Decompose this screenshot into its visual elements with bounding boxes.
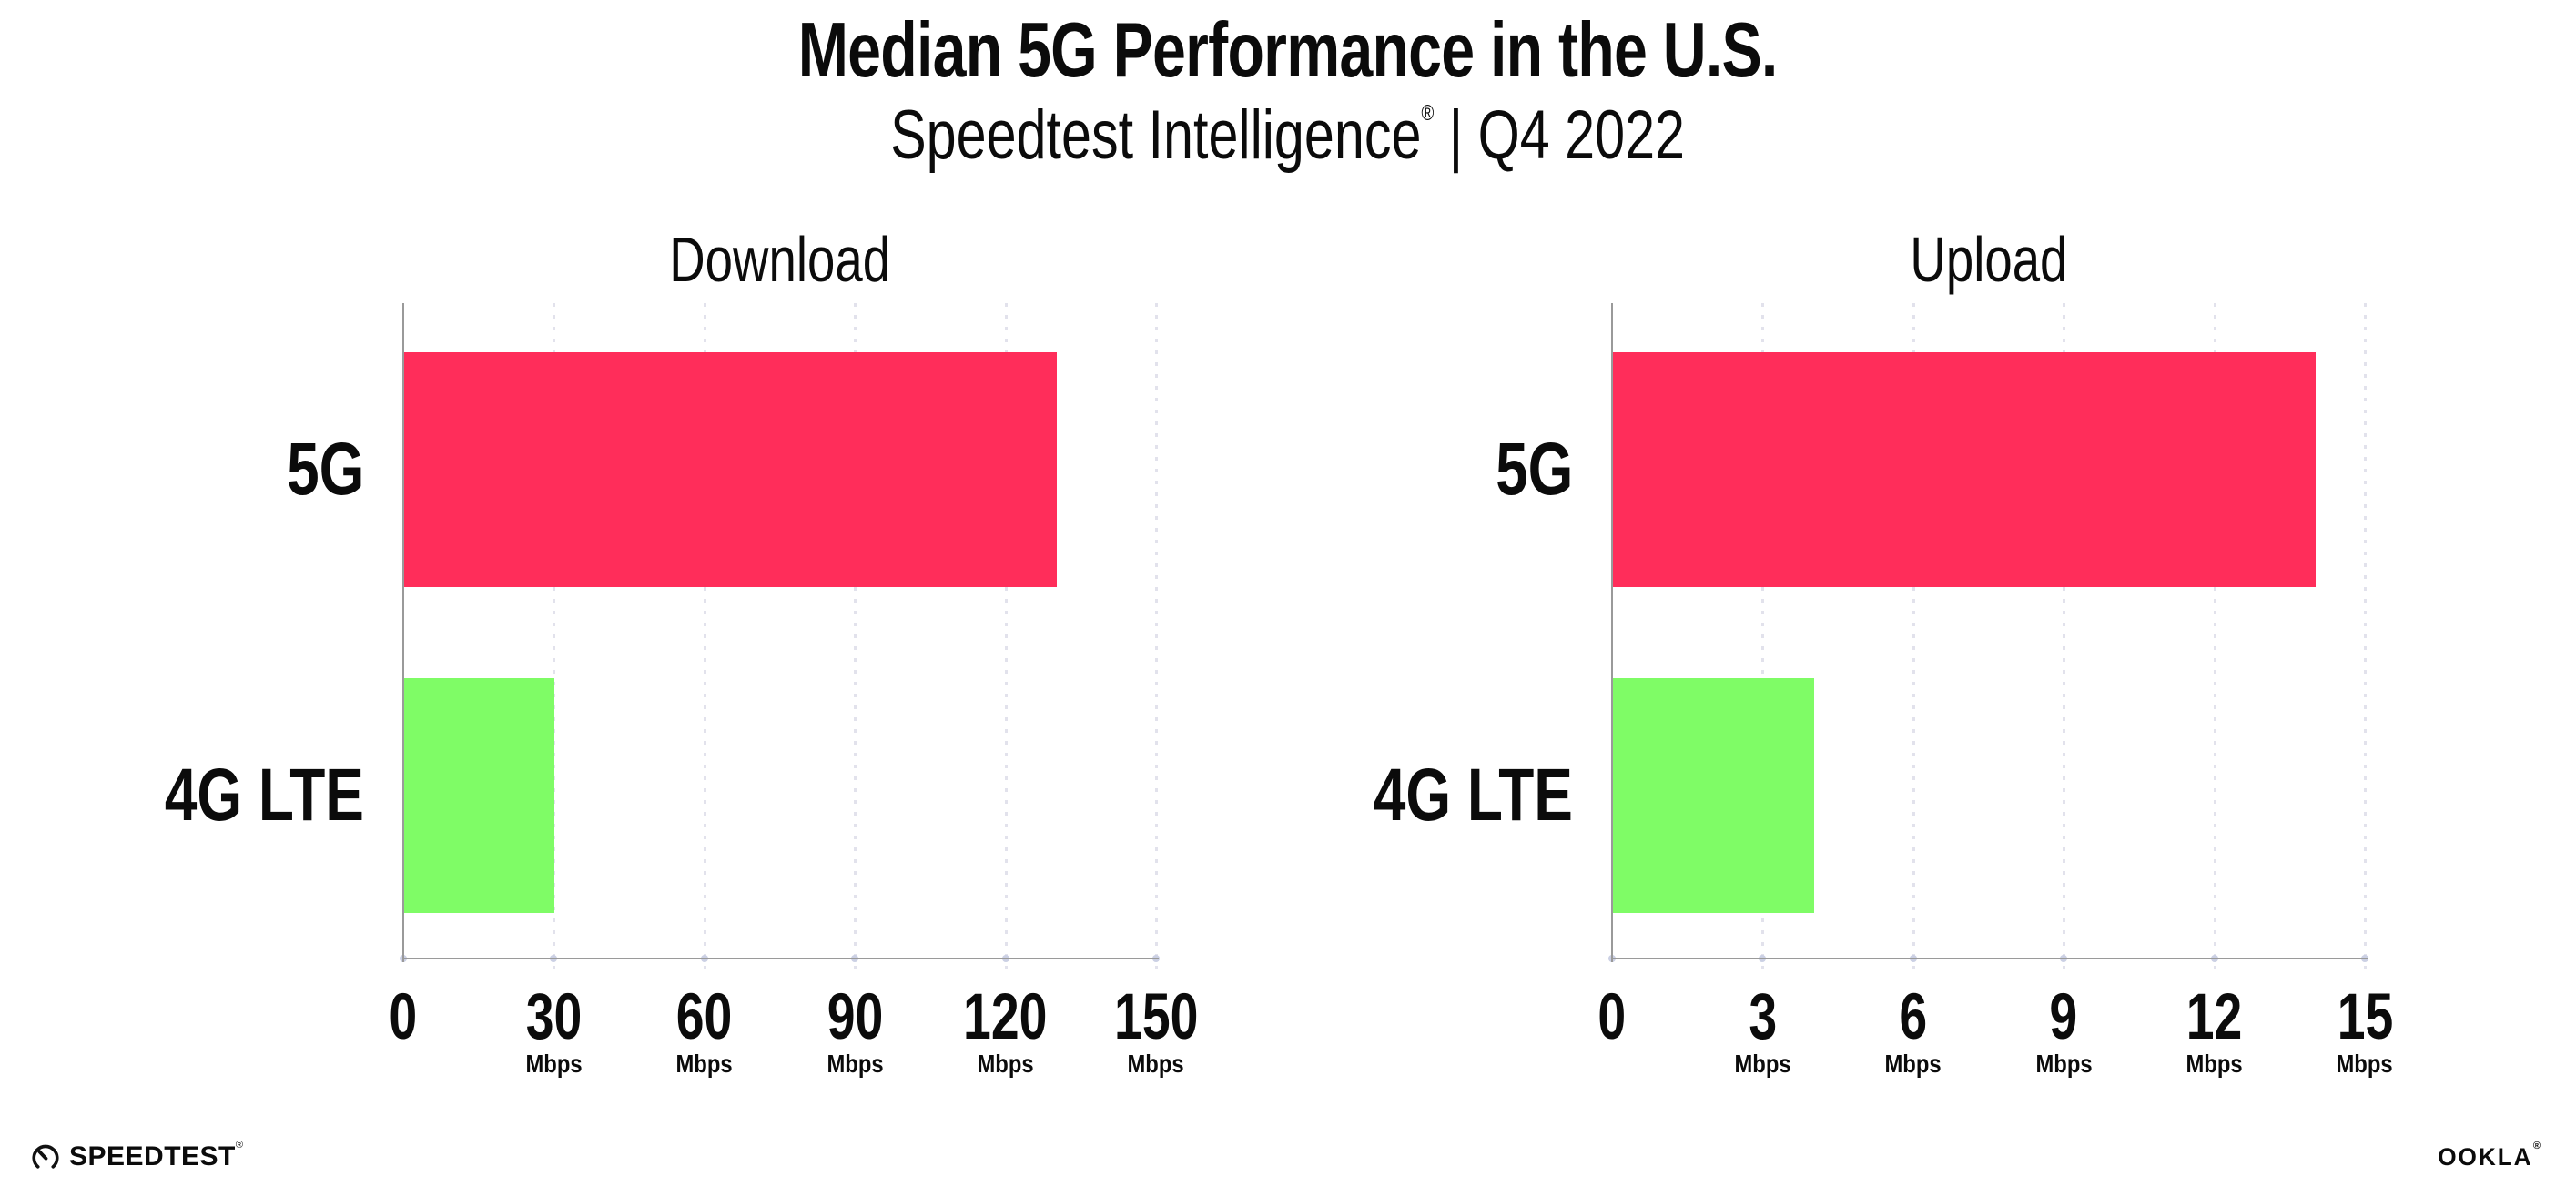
x-tick-value: 0 (389, 981, 418, 1053)
speedtest-gauge-icon (32, 1144, 59, 1169)
x-tick-value: 150 (1113, 981, 1199, 1053)
grid-line-upload-3 (1761, 303, 1765, 971)
ookla-logo: OOKLA® (2438, 1141, 2542, 1171)
x-tick-unit-text: Mbps (977, 1050, 1034, 1078)
x-axis-line-upload (1611, 958, 2368, 959)
x-tick-value: 9 (2049, 981, 2078, 1053)
x-tick-unit-upload-3: Mbps (1653, 1051, 1871, 1077)
grid-line-download-60 (703, 303, 706, 971)
bar-upload-5g (1613, 352, 2316, 587)
x-tick-label-upload-6: 6 (1804, 985, 2023, 1050)
x-tick-unit-text: Mbps (525, 1050, 583, 1078)
category-label-text: 4G LTE (164, 754, 364, 837)
x-tick-unit-download-150: Mbps (1047, 1051, 1265, 1077)
ookla-trademark: ® (2532, 1141, 2542, 1151)
x-tick-label-upload-15: 15 (2256, 985, 2474, 1050)
x-axis-line-download (402, 958, 1159, 959)
y-axis-line-upload (1611, 303, 1613, 962)
x-tick-value: 60 (675, 981, 733, 1053)
grid-line-upload-12 (2213, 303, 2216, 971)
category-label-5g: 5G (36, 352, 364, 587)
x-tick-label-download-30: 30 (444, 985, 663, 1050)
speedtest-trademark: ® (235, 1140, 243, 1151)
category-label-4g-lte: 4G LTE (1245, 678, 1573, 913)
grid-line-download-150 (1155, 303, 1158, 971)
category-label-text: 5G (286, 428, 364, 511)
x-tick-label-download-150: 150 (1047, 985, 1265, 1050)
category-label-text: 4G LTE (1373, 754, 1573, 837)
grid-line-download-120 (1004, 303, 1008, 971)
grid-line-download-30 (553, 303, 556, 971)
x-tick-value: 30 (525, 981, 583, 1053)
page-subtitle: Speedtest Intelligence® | Q4 2022 (0, 101, 2576, 170)
x-tick-unit-download-60: Mbps (595, 1051, 814, 1077)
x-tick-unit-text: Mbps (2336, 1050, 2394, 1078)
subtitle-brand: Speedtest Intelligence (890, 96, 1422, 174)
x-tick-unit-upload-12: Mbps (2105, 1051, 2324, 1077)
category-label-5g: 5G (1245, 352, 1573, 587)
grid-line-upload-6 (1912, 303, 1915, 971)
y-axis-line-download (402, 303, 404, 962)
x-tick-unit-upload-6: Mbps (1804, 1051, 2023, 1077)
x-tick-unit-text: Mbps (2186, 1050, 2243, 1078)
x-tick-unit-download-120: Mbps (897, 1051, 1115, 1077)
x-tick-label-upload-3: 3 (1653, 985, 1871, 1050)
x-tick-value: 15 (2337, 981, 2393, 1053)
chart-title-download: Download (403, 228, 1156, 291)
category-label-text: 5G (1495, 428, 1573, 511)
x-tick-unit-text: Mbps (1127, 1050, 1185, 1078)
x-tick-label-upload-0: 0 (1503, 985, 1721, 1050)
x-tick-value: 12 (2186, 981, 2243, 1053)
x-tick-unit-text: Mbps (675, 1050, 733, 1078)
speedtest-logo: SPEEDTEST® (30, 1140, 243, 1172)
x-tick-unit-download-30: Mbps (444, 1051, 663, 1077)
bar-download-5g (404, 352, 1057, 587)
x-tick-unit-text: Mbps (827, 1050, 884, 1078)
registered-mark: ® (1421, 101, 1435, 126)
x-tick-label-download-90: 90 (745, 985, 964, 1050)
grid-line-upload-9 (2063, 303, 2066, 971)
bar-download-4g-lte (404, 678, 554, 913)
x-tick-label-upload-12: 12 (2105, 985, 2324, 1050)
bar-upload-4g-lte (1613, 678, 1814, 913)
x-tick-unit-text: Mbps (2035, 1050, 2093, 1078)
x-tick-label-download-60: 60 (595, 985, 814, 1050)
page-title: Median 5G Performance in the U.S. (798, 7, 1779, 94)
x-tick-value: 6 (1899, 981, 1928, 1053)
x-tick-value: 3 (1748, 981, 1777, 1053)
chart-title-text: Download (669, 224, 890, 295)
grid-line-download-90 (854, 303, 857, 971)
x-tick-unit-text: Mbps (1734, 1050, 1791, 1078)
x-tick-unit-upload-15: Mbps (2256, 1051, 2474, 1077)
x-tick-unit-upload-9: Mbps (1954, 1051, 2173, 1077)
x-tick-value: 120 (963, 981, 1048, 1053)
x-tick-value: 0 (1597, 981, 1627, 1053)
x-tick-label-upload-9: 9 (1954, 985, 2173, 1050)
x-tick-label-download-0: 0 (294, 985, 512, 1050)
speedtest-wordmark: SPEEDTEST® (69, 1140, 243, 1172)
category-label-4g-lte: 4G LTE (36, 678, 364, 913)
x-tick-value: 90 (827, 981, 883, 1053)
x-tick-unit-download-90: Mbps (745, 1051, 964, 1077)
x-tick-label-download-120: 120 (897, 985, 1115, 1050)
chart-title-text: Upload (1909, 224, 2068, 295)
grid-line-upload-15 (2364, 303, 2367, 971)
chart-title-upload: Upload (1612, 228, 2365, 291)
subtitle-period: | Q4 2022 (1434, 96, 1686, 174)
x-tick-unit-text: Mbps (1884, 1050, 1942, 1078)
